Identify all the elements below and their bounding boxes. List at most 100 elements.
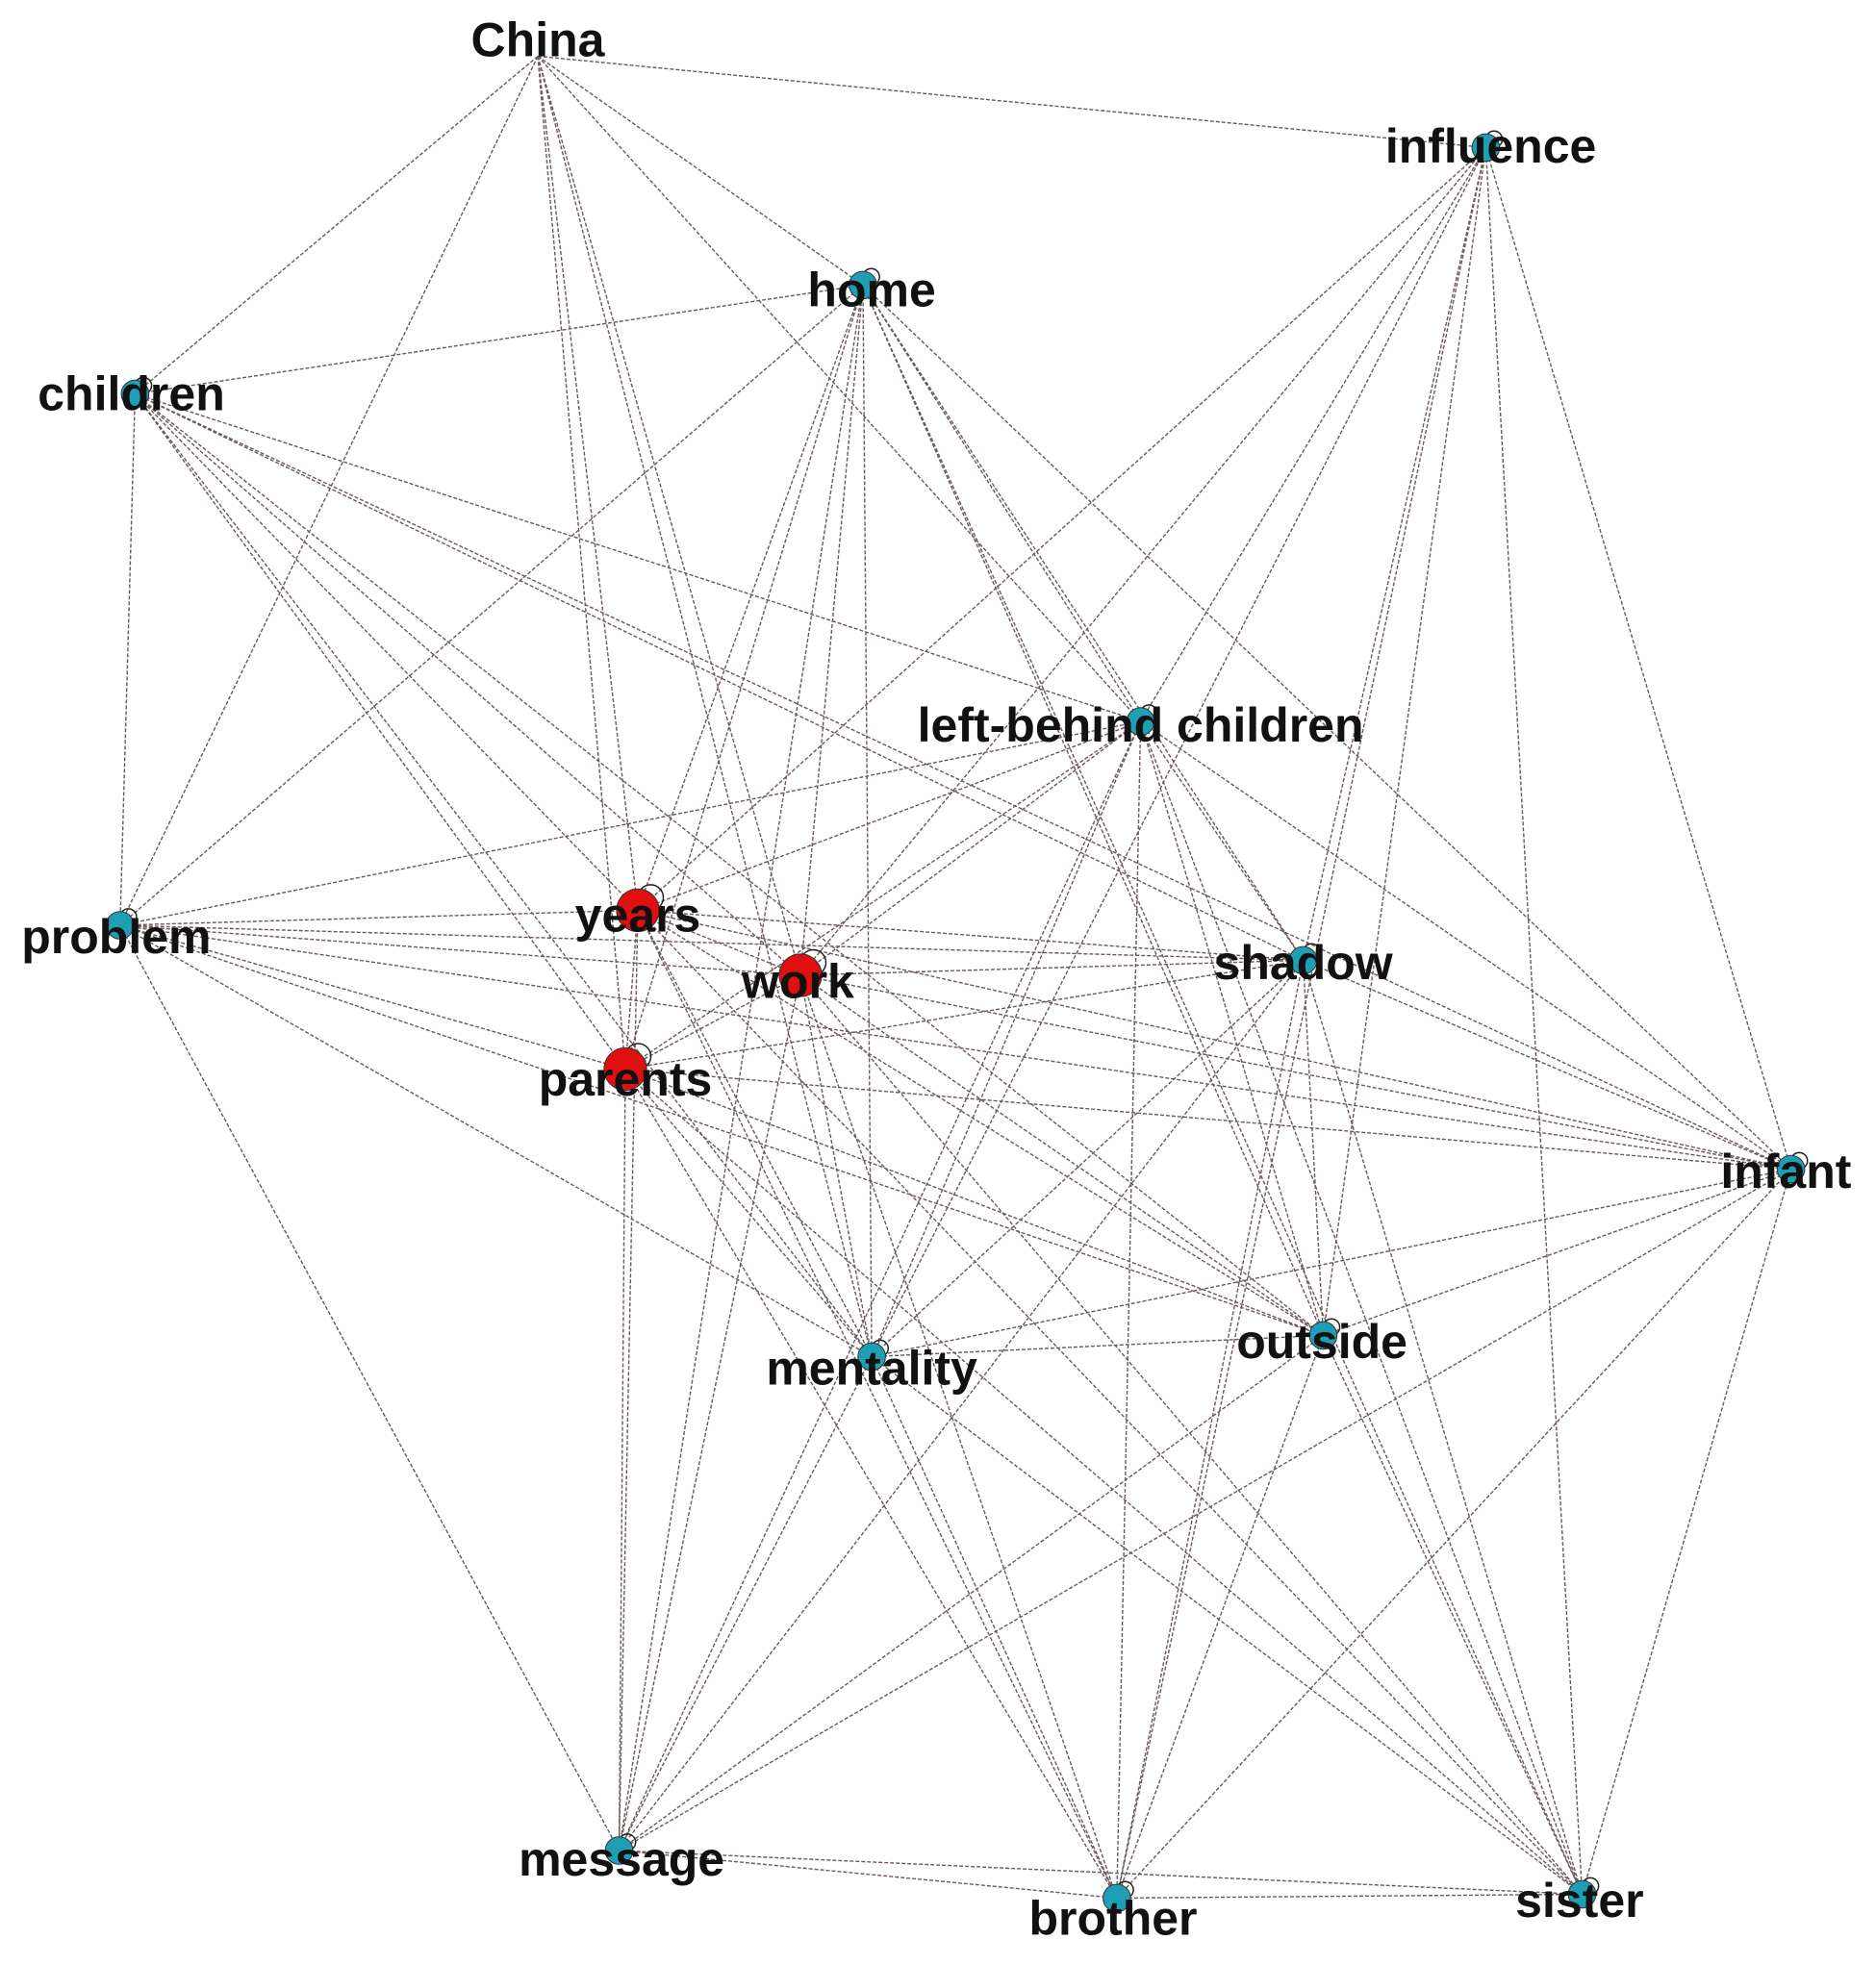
edge xyxy=(134,393,873,1357)
edge xyxy=(1302,960,1325,1336)
edge xyxy=(134,393,626,1070)
edge xyxy=(637,910,873,1357)
edge xyxy=(799,285,864,976)
edge xyxy=(537,56,873,1357)
edge xyxy=(862,285,1584,1895)
edge xyxy=(119,924,621,1852)
edge xyxy=(637,909,1324,1336)
edge xyxy=(618,1069,626,1852)
edge xyxy=(619,1850,1583,1896)
node-label: mentality xyxy=(766,1341,977,1395)
edge xyxy=(624,974,801,1071)
edge xyxy=(619,1334,1324,1852)
node xyxy=(1288,945,1318,975)
node xyxy=(616,888,660,933)
edge xyxy=(1302,147,1487,961)
edge xyxy=(624,1068,1791,1171)
edges xyxy=(119,55,1792,1900)
edge xyxy=(624,1068,1324,1337)
node-label: infant xyxy=(1720,1145,1851,1198)
edge xyxy=(624,1069,1118,1899)
node xyxy=(120,379,150,409)
edge xyxy=(618,285,864,1852)
edge xyxy=(1322,1335,1584,1895)
node-label: years xyxy=(575,889,701,943)
node-label: parents xyxy=(539,1052,713,1106)
edge xyxy=(624,1068,1583,1896)
edge xyxy=(799,720,1142,976)
node-label: children xyxy=(38,367,224,421)
edge xyxy=(799,146,1486,976)
node xyxy=(603,1046,647,1092)
edge xyxy=(624,720,1141,1071)
edge xyxy=(1140,147,1486,722)
edge xyxy=(135,284,864,395)
edge xyxy=(537,56,626,1070)
edge xyxy=(637,910,1118,1899)
edge xyxy=(618,959,1305,1852)
edge xyxy=(537,56,801,976)
node-label: left-behind children xyxy=(918,698,1364,752)
edge xyxy=(119,924,1324,1337)
edge xyxy=(1484,147,1584,1895)
edge xyxy=(624,959,1304,1071)
edge xyxy=(537,56,639,911)
node xyxy=(857,1342,886,1372)
edge xyxy=(537,55,1486,149)
edge xyxy=(624,910,639,1070)
edge xyxy=(799,974,1118,1899)
node xyxy=(106,911,135,940)
edge xyxy=(119,924,801,976)
edge xyxy=(1581,1169,1792,1895)
edge xyxy=(862,285,1305,961)
edge xyxy=(134,55,539,395)
edge xyxy=(618,1356,873,1852)
node-label: influence xyxy=(1385,119,1596,173)
node xyxy=(1103,1883,1131,1913)
edge xyxy=(1303,959,1791,1171)
edge xyxy=(135,392,1141,722)
node-label: home xyxy=(807,264,935,317)
edge xyxy=(119,393,137,926)
node-label: message xyxy=(519,1832,724,1886)
edge xyxy=(119,924,1304,962)
edge xyxy=(618,974,801,1852)
edge xyxy=(1323,1168,1791,1337)
edge xyxy=(624,285,864,1070)
edge xyxy=(618,720,1142,1852)
edge xyxy=(624,1069,873,1357)
edge xyxy=(537,56,1142,722)
edge xyxy=(637,720,1141,912)
edge xyxy=(537,55,864,286)
edge xyxy=(799,974,1791,1171)
edge xyxy=(1322,147,1487,1336)
edge xyxy=(871,1168,1791,1358)
edge xyxy=(134,392,1324,1336)
edge xyxy=(871,959,1305,1358)
edge xyxy=(871,1355,1583,1896)
labels: China influence home children left-behind ch… xyxy=(21,13,1852,1946)
edge xyxy=(862,285,873,1357)
node-label: problem xyxy=(21,910,211,964)
edge xyxy=(619,1168,1791,1852)
edge xyxy=(862,284,1792,1171)
node-label: brother xyxy=(1029,1891,1198,1945)
edge xyxy=(871,720,1142,1357)
edge xyxy=(119,924,626,1071)
edge xyxy=(119,720,1141,926)
edge xyxy=(134,392,801,976)
edge xyxy=(871,1356,1118,1899)
edge xyxy=(871,147,1487,1357)
edge xyxy=(799,959,1304,976)
edge xyxy=(1116,1169,1792,1899)
nodes xyxy=(106,130,1809,1913)
edge xyxy=(1302,960,1584,1895)
edge xyxy=(1139,720,1584,1895)
node-label: outside xyxy=(1236,1315,1407,1369)
edge xyxy=(1140,720,1791,1171)
edge xyxy=(637,285,864,911)
edge xyxy=(799,974,1324,1336)
node-label: work xyxy=(741,955,854,1009)
edge xyxy=(1116,1335,1325,1899)
